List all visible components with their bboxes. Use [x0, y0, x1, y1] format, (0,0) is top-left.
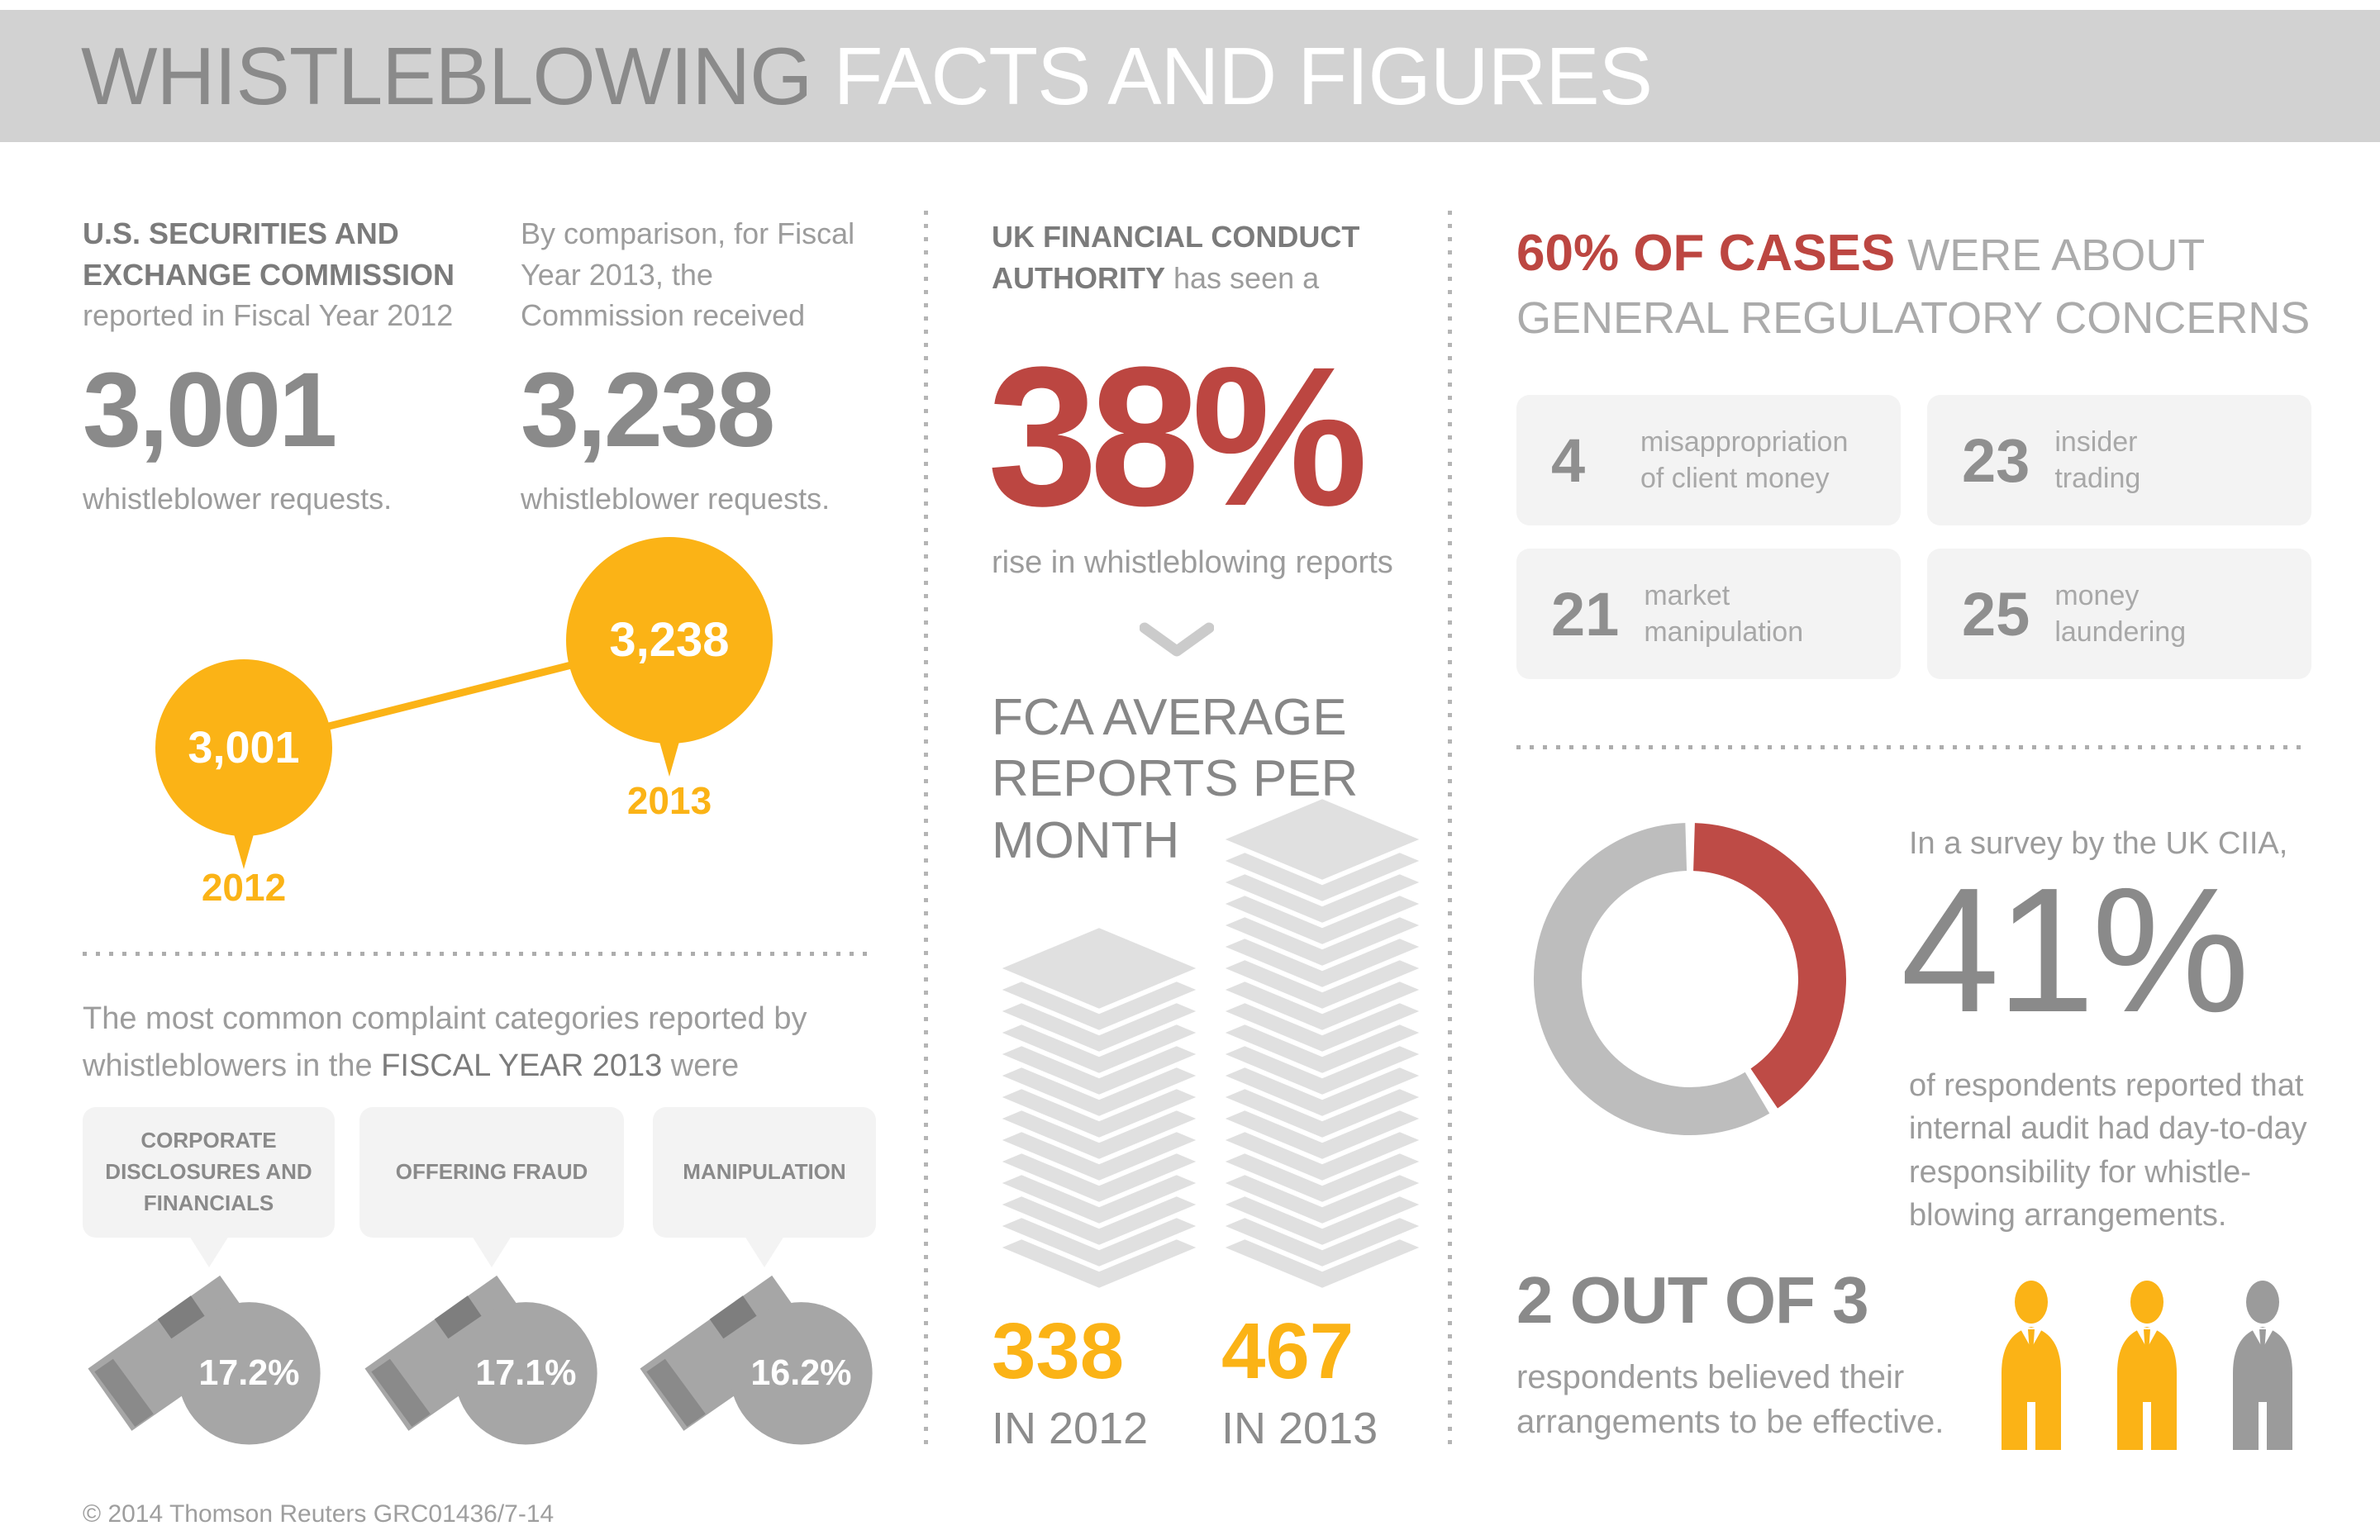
- person-icon: [2117, 1281, 2177, 1450]
- bubble-2012: 3,001 2012: [155, 659, 332, 909]
- whistle-ball: [455, 1302, 597, 1445]
- sec-heading: U.S. SECURITIES AND EXCHANGE COMMISSION: [83, 216, 455, 292]
- bubble-chart: 3,001 2012 3,238 2013: [155, 537, 773, 909]
- stat-label: money laundering: [2054, 579, 2187, 648]
- whistle-slit: [371, 1358, 431, 1427]
- person-icon: [2233, 1281, 2292, 1450]
- fca-rise-caption: rise in whistleblowing reports: [992, 545, 1393, 580]
- stat-value: 23: [1962, 425, 2030, 495]
- case-stats-grid: 4 misappropriation of client money 23 in…: [1516, 395, 2311, 679]
- donut-segment-gray: [1533, 823, 1846, 1135]
- whistle-icon: 17.2%: [88, 1275, 321, 1445]
- bubble-2013-year: 2013: [627, 779, 712, 822]
- category-card-offering-fraud: OFFERING FRAUD: [359, 1107, 624, 1267]
- whistle-hole: [157, 1295, 205, 1339]
- people-icons: [2002, 1281, 2292, 1450]
- person-icon: [2002, 1281, 2061, 1450]
- whistle-percent: 16.2%: [750, 1353, 851, 1393]
- sec-2012-value: 3,001: [83, 351, 337, 470]
- bubble-2012-circle: [155, 659, 332, 836]
- survey-value: 41%: [1901, 850, 2249, 1049]
- copyright-note: © 2014 Thomson Reuters GRC01436/7-14: [83, 1500, 555, 1528]
- whistle-ball: [178, 1302, 321, 1445]
- stat-value: 25: [1962, 579, 2030, 649]
- category-card-manipulation: MANIPULATION: [653, 1107, 876, 1267]
- stack-2012-label: IN 2012: [992, 1404, 1149, 1453]
- category-label: MANIPULATION: [683, 1159, 846, 1185]
- cases-heading: 60% OF CASES WERE ABOUT GENERAL REGULATO…: [1516, 221, 2351, 346]
- fca-subheading: FCA AVERAGE REPORTS PER MONTH: [992, 689, 1359, 869]
- stat-card-market-manipulation: 21 market manipulation: [1516, 549, 1901, 679]
- page-title-light: FACTS AND FIGURES: [812, 31, 1653, 121]
- sec-2013-lead: By comparison, for Fiscal Year 2013, the…: [521, 216, 855, 333]
- header-bar: WHISTLEBLOWING FACTS AND FIGURES: [0, 10, 2380, 142]
- chevron-down-icon: [1140, 622, 1214, 657]
- bubble-2013-circle: [566, 537, 773, 744]
- whistle-slit: [94, 1358, 154, 1427]
- bubble-2012-value: 3,001: [188, 723, 299, 772]
- fca-heading-light: has seen a: [1165, 261, 1320, 296]
- bubble-2013: 3,238 2013: [566, 537, 773, 822]
- stack-2013: 467 IN 2013: [1221, 1312, 1436, 1454]
- stat-label: market manipulation: [1644, 579, 1804, 648]
- stat-card-money-laundering: 25 money laundering: [1927, 549, 2311, 679]
- survey-intro: In a survey by the UK CIIA,: [1909, 826, 2288, 861]
- whistle-slit: [646, 1358, 706, 1427]
- stat-value: 21: [1551, 579, 1620, 649]
- effective-heading: 2 OUT OF 3: [1516, 1263, 1869, 1337]
- divider-right-column: [1516, 745, 2306, 749]
- cases-heading-line2: GENERAL REGULATORY CONCERNS: [1516, 292, 2311, 343]
- complaints-intro: The most common complaint categories rep…: [83, 996, 859, 1090]
- bubble-2012-year: 2012: [202, 866, 286, 909]
- category-label: OFFERING FRAUD: [395, 1159, 588, 1185]
- page-title-strong: WHISTLEBLOWING: [81, 31, 812, 121]
- complaints-intro-post: were: [662, 1048, 740, 1083]
- paper-stack-icon: [989, 922, 1209, 1294]
- divider-vertical-right: [1448, 211, 1452, 1450]
- stat-label: misappropriation of client money: [1640, 425, 1849, 494]
- category-card-corporate: CORPORATE DISCLOSURES AND FINANCIALS: [83, 1107, 335, 1267]
- fca-heading: UK FINANCIAL CONDUCT AUTHORITY has seen …: [992, 216, 1438, 300]
- donut-segment-red: [1534, 823, 1846, 1136]
- bubble-2013-value: 3,238: [609, 613, 729, 667]
- sec-2012-block: U.S. SECURITIES AND EXCHANGE COMMISSION …: [83, 213, 504, 520]
- cases-heading-light: WERE ABOUT: [1895, 231, 2206, 280]
- sec-subheading: reported in Fiscal Year 2012: [83, 298, 454, 333]
- stat-value: 4: [1551, 425, 1586, 495]
- whistle-hole: [709, 1295, 757, 1339]
- stat-label: insider trading: [2054, 425, 2141, 494]
- whistle-hole: [434, 1295, 482, 1339]
- survey-description: of respondents reported that internal au…: [1909, 1068, 2307, 1233]
- cases-heading-strong: 60% OF CASES: [1516, 225, 1896, 282]
- paper-stacks-chart: [989, 793, 1432, 1294]
- whistle-ball: [730, 1302, 873, 1445]
- fca-heading-strong: UK FINANCIAL CONDUCT AUTHORITY: [992, 220, 1360, 296]
- stack-2013-value: 467: [1221, 1307, 1354, 1395]
- stat-card-misappropriation: 4 misappropriation of client money: [1516, 395, 1901, 525]
- category-label: CORPORATE DISCLOSURES AND FINANCIALS: [105, 1128, 312, 1215]
- donut-chart: [1533, 823, 1846, 1136]
- stat-card-insider-trading: 23 insider trading: [1927, 395, 2311, 525]
- whistle-percent: 17.2%: [198, 1353, 299, 1393]
- divider-vertical-left: [924, 211, 928, 1450]
- complaints-intro-strong: FISCAL YEAR 2013: [381, 1048, 663, 1083]
- sec-2013-caption: whistleblower requests.: [521, 482, 831, 516]
- whistle-icon: 17.1%: [364, 1275, 597, 1445]
- whistle-percent: 17.1%: [475, 1353, 576, 1393]
- whistle-icon: 16.2%: [640, 1275, 873, 1445]
- stack-2013-label: IN 2013: [1221, 1404, 1378, 1453]
- fca-rise-value: 38%: [988, 326, 1368, 547]
- stack-2012-value: 338: [992, 1307, 1125, 1395]
- effective-description: respondents believed their arrangements …: [1516, 1359, 1944, 1440]
- sec-2012-caption: whistleblower requests.: [83, 482, 393, 516]
- divider-left-column: [83, 952, 868, 956]
- sec-2013-value: 3,238: [521, 351, 775, 470]
- sec-2013-block: By comparison, for Fiscal Year 2013, the…: [521, 213, 901, 520]
- paper-stack-icon: [1212, 793, 1432, 1294]
- complaints-intro-pre: The most common complaint categories rep…: [83, 1001, 807, 1083]
- stack-2012: 338 IN 2012: [992, 1312, 1207, 1454]
- cases-heading-line1: 60% OF CASES WERE ABOUT: [1516, 221, 2351, 286]
